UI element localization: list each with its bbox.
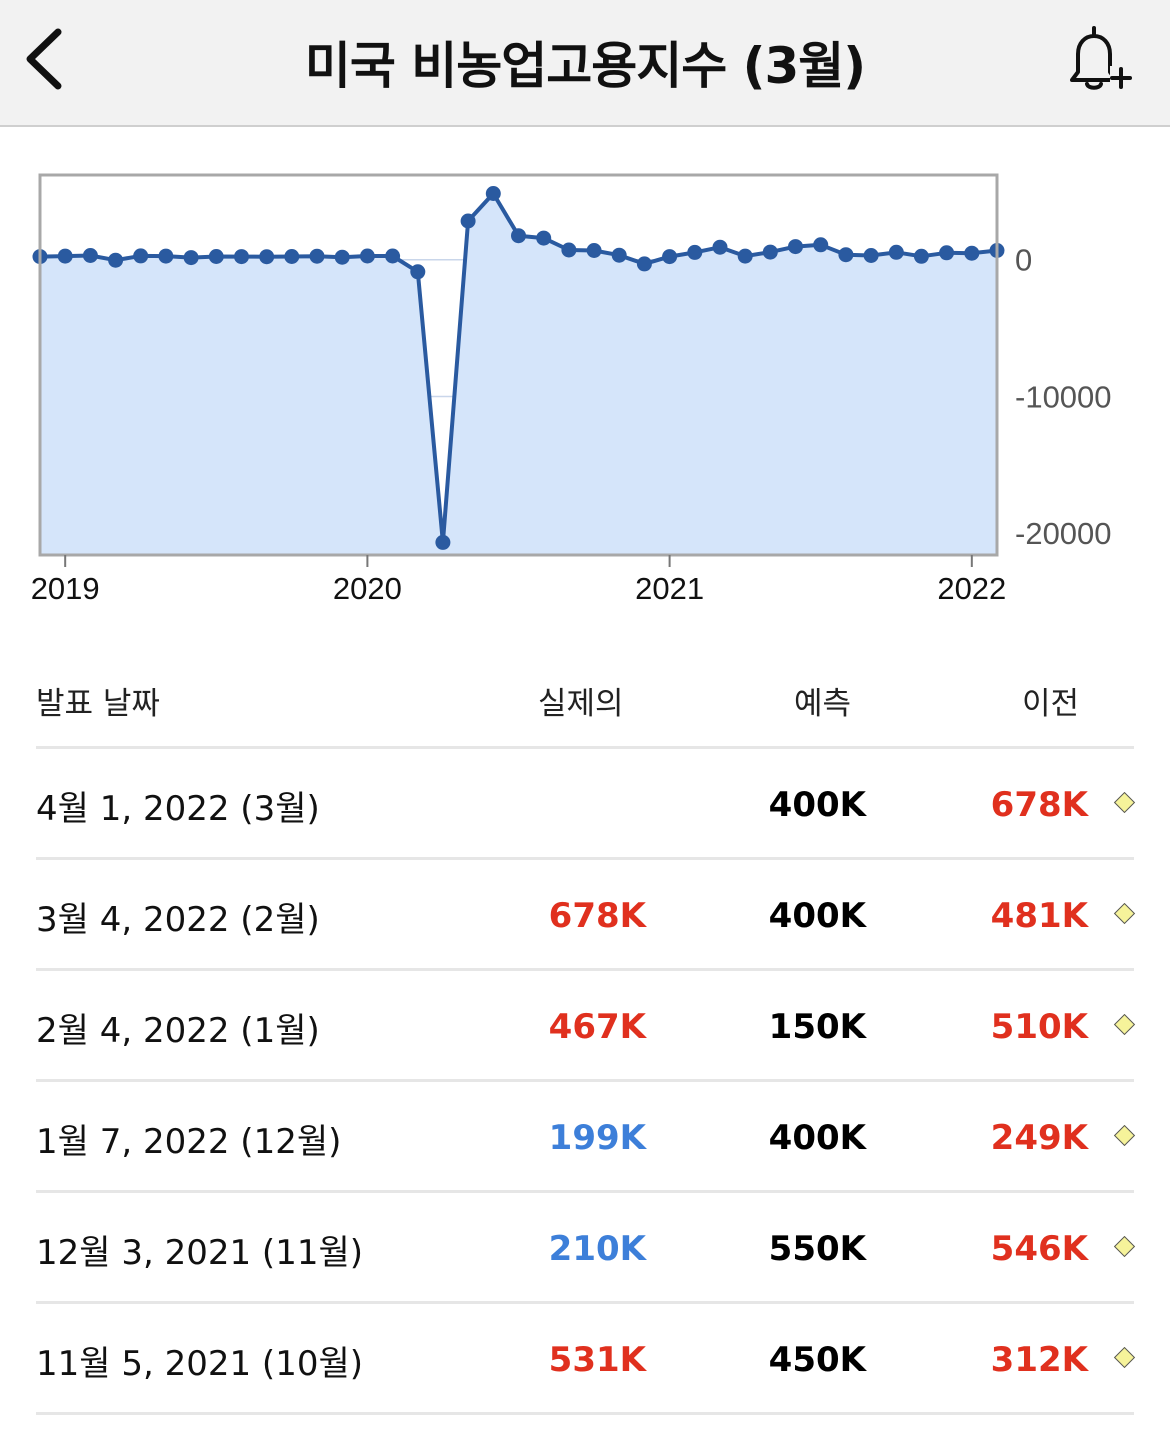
- actual-value: 210K: [548, 1229, 646, 1269]
- previous-value: 678K: [990, 785, 1088, 825]
- data-point: [485, 186, 501, 201]
- data-point: [687, 244, 703, 260]
- data-point: [611, 247, 627, 263]
- release-date: 1월 7, 2022 (12월): [36, 1122, 342, 1162]
- data-point: [838, 247, 854, 263]
- data-point: [385, 248, 401, 264]
- data-point: [284, 249, 300, 264]
- data-point: [536, 230, 552, 246]
- actual-value: 199K: [548, 1118, 646, 1158]
- forecast-value: 550K: [768, 1229, 866, 1269]
- page-title: 미국 비농업고용지수 (3월): [304, 37, 866, 95]
- actual-value: 678K: [548, 896, 646, 936]
- table-body: 4월 1, 2022 (3월) 400K 678K 3월 4, 2022 (2월) 67…: [36, 749, 1136, 1415]
- actual-value: 467K: [548, 1007, 646, 1047]
- y-tick-label: -20000: [1015, 516, 1112, 551]
- data-point: [788, 239, 803, 255]
- previous-value: 546K: [990, 1229, 1088, 1269]
- data-point: [511, 228, 526, 244]
- header-forecast: 예측: [794, 686, 852, 722]
- data-point: [737, 248, 753, 264]
- y-tick-label: 0: [1015, 243, 1032, 278]
- previous-value: 510K: [990, 1007, 1088, 1047]
- x-tick-label: 2021: [635, 571, 704, 606]
- previous-value: 481K: [990, 896, 1088, 936]
- data-point: [561, 242, 577, 258]
- data-point: [939, 245, 955, 261]
- data-point: [762, 244, 778, 260]
- forecast-value: 400K: [768, 785, 866, 825]
- data-point: [259, 249, 275, 265]
- add-alert-button[interactable]: [1052, 22, 1132, 96]
- data-point: [334, 249, 350, 265]
- data-point: [309, 248, 325, 264]
- header-previous: 이전: [1022, 686, 1080, 722]
- diamond-icon[interactable]: [1113, 1124, 1136, 1147]
- chevron-left-icon: [26, 28, 62, 90]
- table-row[interactable]: 3월 4, 2022 (2월) 678K 400K 481K: [36, 860, 1136, 971]
- data-point: [636, 256, 652, 272]
- data-point: [133, 248, 149, 264]
- forecast-value: 150K: [768, 1007, 866, 1047]
- data-point: [888, 244, 904, 260]
- header-actual: 실제의: [538, 686, 624, 722]
- data-point: [662, 249, 678, 265]
- app-header: 미국 비농업고용지수 (3월): [0, 0, 1170, 127]
- data-point: [82, 248, 98, 263]
- data-point: [712, 239, 728, 255]
- data-point: [964, 245, 980, 261]
- diamond-icon[interactable]: [1113, 1235, 1136, 1258]
- diamond-icon[interactable]: [1113, 1013, 1136, 1036]
- data-point: [586, 243, 602, 258]
- forecast-value: 400K: [768, 1118, 866, 1158]
- release-date: 12월 3, 2021 (11월): [36, 1233, 364, 1273]
- table-row[interactable]: 1월 7, 2022 (12월) 199K 400K 249K: [36, 1082, 1136, 1193]
- table-row[interactable]: 2월 4, 2022 (1월) 467K 150K 510K: [36, 971, 1136, 1082]
- plot-frame: [38, 173, 999, 557]
- forecast-value: 400K: [768, 896, 866, 936]
- forecast-value: 450K: [768, 1340, 866, 1380]
- y-tick-label: -10000: [1015, 379, 1112, 414]
- release-date: 11월 5, 2021 (10월): [36, 1344, 364, 1384]
- data-point: [158, 248, 174, 264]
- release-table: 발표 날짜 실제의 예측 이전 4월 1, 2022 (3월) 400K 678K 3…: [36, 650, 1136, 1415]
- back-button[interactable]: [18, 22, 78, 94]
- data-point: [57, 248, 73, 264]
- x-tick-label: 2022: [937, 571, 1006, 606]
- release-date: 4월 1, 2022 (3월): [36, 789, 320, 829]
- table-row[interactable]: 4월 1, 2022 (3월) 400K 678K: [36, 749, 1136, 860]
- x-tick-label: 2020: [333, 571, 402, 606]
- release-date: 3월 4, 2022 (2월): [36, 900, 320, 940]
- previous-value: 312K: [990, 1340, 1088, 1380]
- data-point: [913, 248, 929, 264]
- table-row[interactable]: 12월 3, 2021 (11월) 210K 550K 546K: [36, 1193, 1136, 1304]
- table-header: 발표 날짜 실제의 예측 이전: [36, 650, 1134, 749]
- nfp-chart: 0 -10000 -20000 2019 2020 2021 2022: [0, 160, 1170, 620]
- header-date: 발표 날짜: [36, 686, 160, 722]
- data-point: [359, 248, 375, 264]
- previous-value: 249K: [990, 1118, 1088, 1158]
- area-fill: [40, 193, 997, 555]
- data-point: [208, 249, 224, 264]
- data-point: [410, 264, 426, 280]
- diamond-icon[interactable]: [1113, 902, 1136, 925]
- diamond-icon[interactable]: [1113, 1346, 1136, 1369]
- diamond-icon[interactable]: [1113, 791, 1136, 814]
- data-point: [460, 213, 476, 229]
- chart-svg: 0 -10000 -20000 2019 2020 2021 2022: [31, 173, 1112, 606]
- release-date: 2월 4, 2022 (1월): [36, 1011, 320, 1051]
- x-tick-label: 2019: [31, 571, 100, 606]
- data-point: [108, 252, 124, 268]
- data-point: [863, 248, 879, 263]
- table-row[interactable]: 11월 5, 2021 (10월) 531K 450K 312K: [36, 1304, 1136, 1415]
- data-point: [183, 250, 199, 266]
- actual-value: 531K: [548, 1340, 646, 1380]
- data-point: [435, 534, 451, 550]
- bell-plus-icon: [1070, 26, 1132, 90]
- data-point: [813, 237, 829, 253]
- data-point: [234, 249, 249, 265]
